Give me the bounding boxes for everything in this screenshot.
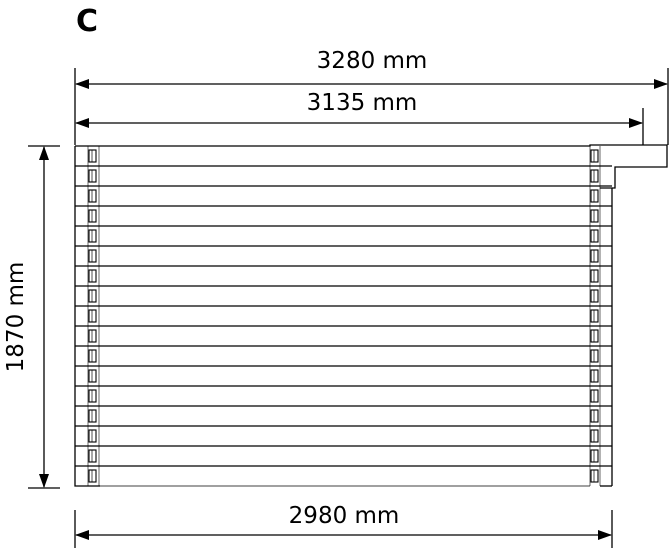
wall-left-edge — [74, 146, 100, 487]
left-notch — [88, 289, 97, 303]
left-notch — [88, 249, 97, 263]
right-notch — [590, 449, 599, 463]
panel-label: C — [76, 4, 99, 39]
right-notch — [590, 229, 599, 243]
log-wall — [74, 144, 668, 487]
left-notch — [88, 369, 97, 383]
right-notch — [590, 469, 599, 483]
left-notch — [88, 149, 97, 163]
dimension-label-wall-width: 3135 mm — [307, 90, 418, 116]
left-notch — [88, 169, 97, 183]
left-notch — [88, 429, 97, 443]
right-notch — [590, 329, 599, 343]
right-notch — [590, 169, 599, 183]
right-notch — [590, 309, 599, 323]
left-notch — [88, 229, 97, 243]
dimension-label-height: 1870 mm — [3, 262, 29, 373]
left-notch — [88, 269, 97, 283]
right-notch — [590, 209, 599, 223]
right-notch — [590, 429, 599, 443]
right-notch — [590, 189, 599, 203]
dimension-label-base-width: 2980 mm — [289, 503, 400, 529]
right-notch — [590, 289, 599, 303]
left-notch — [88, 189, 97, 203]
left-notch — [88, 409, 97, 423]
dimension-wall-width: 3135 mm — [75, 90, 644, 145]
left-notch — [88, 449, 97, 463]
left-notch — [88, 209, 97, 223]
left-notch — [88, 329, 97, 343]
dimension-base-width: 2980 mm — [74, 503, 613, 548]
right-notch — [590, 369, 599, 383]
left-notch — [88, 469, 97, 483]
left-notch — [88, 389, 97, 403]
dimension-overall-width: 3280 mm — [74, 48, 669, 145]
wall-top-corner-extension — [75, 144, 668, 189]
right-notch — [590, 409, 599, 423]
dimension-height: 1870 mm — [3, 145, 60, 489]
right-notch — [590, 149, 599, 163]
left-notch — [88, 349, 97, 363]
right-notch — [590, 249, 599, 263]
right-notch — [590, 349, 599, 363]
right-notch — [590, 389, 599, 403]
left-notch — [88, 309, 97, 323]
right-notch — [590, 269, 599, 283]
dimension-label-overall-width: 3280 mm — [317, 48, 428, 74]
